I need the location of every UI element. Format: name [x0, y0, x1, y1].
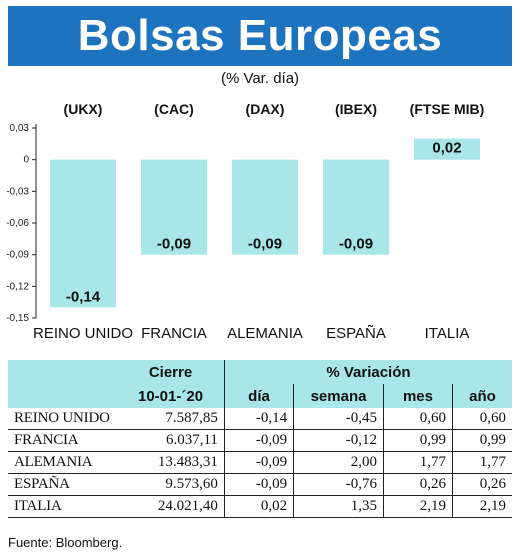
table-cell: -0,09: [223, 473, 294, 496]
table-cell: 0,99: [452, 429, 512, 452]
table-cell: 7.587,85: [117, 408, 225, 430]
table-corner-cell: [8, 384, 118, 408]
category-label: ALEMANIA: [227, 325, 303, 342]
table-cell: 0,26: [452, 473, 512, 496]
y-tick-label: -0,15: [6, 313, 29, 324]
y-tick-label: -0,12: [6, 281, 29, 292]
table-cell: 0,26: [382, 473, 453, 496]
data-table: Cierre % Variación 10-01-´20 día semana …: [8, 360, 512, 518]
index-label: (IBEX): [335, 101, 377, 117]
bar: [414, 138, 480, 160]
header-cierre: Cierre: [117, 360, 225, 384]
table-cell: 0,60: [452, 408, 512, 430]
table-cell: -0,09: [223, 429, 294, 452]
table-cell: 1,35: [293, 495, 384, 518]
table-row: FRANCIA 6.037,11 -0,09 -0,12 0,99 0,99: [8, 429, 512, 452]
table-row: ESPAÑA 9.573,60 -0,09 -0,76 0,26 0,26: [8, 473, 512, 496]
header-date: 10-01-´20: [117, 384, 225, 408]
row-country: REINO UNIDO: [8, 408, 118, 430]
table-cell: 0,99: [382, 429, 453, 452]
header-mes: mes: [382, 384, 453, 408]
category-label: FRANCIA: [141, 325, 207, 342]
y-tick-label: 0,03: [10, 123, 30, 134]
category-label: REINO UNIDO: [33, 325, 133, 342]
category-label: ITALIA: [425, 325, 470, 342]
table-cell: 9.573,60: [117, 473, 225, 496]
y-tick-label: -0,09: [6, 250, 29, 261]
table-corner-cell: [8, 360, 118, 384]
table-cell: 2,19: [382, 495, 453, 518]
chart-subtitle: (% Var. día): [220, 70, 300, 87]
bar: [50, 159, 116, 308]
title-banner: Bolsas Europeas: [8, 6, 512, 66]
source-note: Fuente: Bloomberg.: [8, 535, 123, 550]
table-cell: 1,77: [452, 451, 512, 474]
row-country: ESPAÑA: [8, 473, 118, 496]
table-row: ITALIA 24.021,40 0,02 1,35 2,19 2,19: [8, 495, 512, 518]
row-country: FRANCIA: [8, 429, 118, 452]
y-axis: 0,03 0 -0,03 -0,06 -0,09 -0,12 -0,15: [6, 123, 37, 324]
row-country: ITALIA: [8, 495, 118, 518]
y-tick-label: -0,03: [6, 186, 29, 197]
row-country: ALEMANIA: [8, 451, 118, 474]
table-cell: 2,19: [452, 495, 512, 518]
table-cell: 0,60: [382, 408, 453, 430]
header-variacion: % Variación: [223, 360, 512, 384]
header-dia: día: [223, 384, 294, 408]
header-semana: semana: [293, 384, 384, 408]
bar: [232, 159, 298, 255]
table-cell: -0,12: [293, 429, 384, 452]
table-cell: 2,00: [293, 451, 384, 474]
table-group-header-row: Cierre % Variación: [8, 360, 512, 384]
category-label: ESPAÑA: [326, 325, 386, 342]
table-cell: 0,02: [223, 495, 294, 518]
table-cell: -0,14: [223, 408, 294, 430]
page-title: Bolsas Europeas: [77, 11, 443, 60]
index-label: (DAX): [246, 101, 285, 117]
y-tick-label: -0,06: [6, 218, 29, 229]
table-cell: -0,09: [223, 451, 294, 474]
table-column-header-row: 10-01-´20 día semana mes año: [8, 384, 512, 408]
data-label: -0,09: [248, 236, 282, 253]
data-label: -0,14: [66, 288, 101, 305]
bar: [141, 159, 207, 255]
bar: [323, 159, 389, 255]
table-row: ALEMANIA 13.483,31 -0,09 2,00 1,77 1,77: [8, 451, 512, 474]
index-label: (UKX): [64, 101, 103, 117]
table-body: REINO UNIDO 7.587,85 -0,14 -0,45 0,60 0,60 FRA…: [8, 408, 512, 518]
y-tick-label: 0: [23, 155, 29, 166]
header-ano: año: [452, 384, 512, 408]
table-row: REINO UNIDO 7.587,85 -0,14 -0,45 0,60 0,60: [8, 408, 512, 430]
bars: [50, 138, 480, 308]
bar-chart: 0,03 0 -0,03 -0,06 -0,09 -0,12 -0,15 (UKX) -0,1…: [6, 101, 484, 342]
index-label: (CAC): [154, 101, 194, 117]
table-cell: 24.021,40: [117, 495, 225, 518]
table-cell: -0,76: [293, 473, 384, 496]
data-label: -0,09: [339, 236, 373, 253]
chart-labels: (UKX) -0,14 REINO UNIDO (CAC) -0,09 FRANCIA (D…: [33, 101, 484, 342]
index-label: (FTSE MIB): [410, 101, 485, 117]
table-cell: 13.483,31: [117, 451, 225, 474]
table-cell: 6.037,11: [117, 429, 225, 452]
data-label: 0,02: [432, 140, 461, 157]
table-cell: -0,45: [293, 408, 384, 430]
data-label: -0,09: [157, 236, 191, 253]
table-cell: 1,77: [382, 451, 453, 474]
